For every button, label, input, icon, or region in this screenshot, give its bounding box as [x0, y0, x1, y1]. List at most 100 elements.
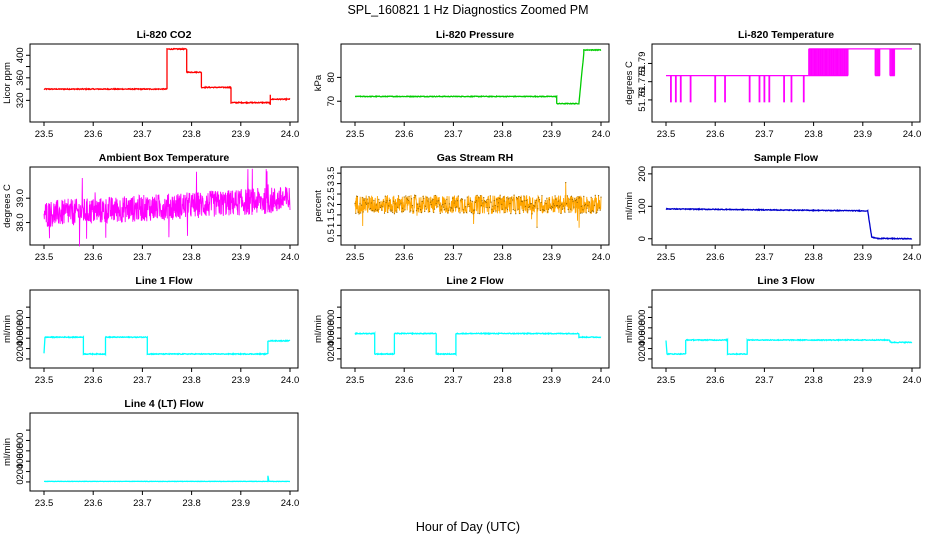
- gas-stream-rh-point: [433, 211, 435, 214]
- sample-flow-y-tick-label: 0: [637, 236, 648, 241]
- gas-stream-rh-point: [408, 195, 410, 197]
- li-820-temperature-frame: [651, 43, 921, 123]
- gas-stream-rh-y-tick-label: 1: [326, 223, 337, 228]
- li-820-temperature-y-axis-label: degrees C: [624, 61, 635, 105]
- gas-stream-rh-point: [407, 199, 409, 202]
- gas-stream-rh-point: [481, 200, 483, 202]
- line-4-lt-flow-x-tick-label: 23.8: [182, 498, 201, 509]
- gas-stream-rh-point: [473, 210, 475, 212]
- line-2-flow-frame: [340, 289, 610, 369]
- gas-stream-rh-point: [511, 199, 514, 201]
- gas-stream-rh-point: [461, 198, 464, 200]
- gas-stream-rh-point: [359, 203, 361, 205]
- gas-stream-rh-point: [412, 210, 414, 212]
- gas-stream-rh-point: [385, 201, 387, 204]
- sample-flow-x-tick-label: 23.5: [657, 252, 676, 263]
- gas-stream-rh-point: [589, 212, 591, 214]
- gas-stream-rh-point: [372, 210, 374, 212]
- gas-stream-rh-point: [538, 197, 540, 199]
- li-820-temperature-title: Li-820 Temperature: [738, 29, 834, 41]
- gas-stream-rh-point: [378, 198, 380, 200]
- gas-stream-rh-point: [510, 213, 512, 215]
- gas-stream-rh-point: [410, 198, 413, 200]
- gas-stream-rh-point: [453, 202, 455, 204]
- gas-stream-rh-point: [421, 200, 423, 203]
- sample-flow-x-tick-label: 23.6: [706, 252, 725, 263]
- gas-stream-rh-point: [381, 209, 383, 211]
- line-2-flow-x-tick-label: 23.5: [346, 375, 365, 386]
- gas-stream-rh-y-tick-label: 2.5: [326, 187, 337, 200]
- gas-stream-rh-point: [476, 194, 478, 196]
- gas-stream-rh-point: [470, 212, 473, 214]
- gas-stream-rh-point: [383, 212, 386, 214]
- line-1-flow-x-tick-label: 23.5: [35, 375, 54, 386]
- gas-stream-rh-point: [424, 210, 426, 213]
- sample-flow-x-tick-label: 23.9: [854, 252, 873, 263]
- gas-stream-rh-point: [458, 207, 460, 209]
- gas-stream-rh-point: [456, 206, 458, 208]
- gas-stream-rh-point: [443, 209, 445, 211]
- line-4-lt-flow-x-tick-label: 23.9: [232, 498, 251, 509]
- gas-stream-rh-x-tick-label: 23.8: [493, 252, 512, 263]
- ambient-box-temperature-y-axis-label: degrees C: [2, 184, 13, 228]
- line-2-flow-y-tick-label: 600: [326, 320, 337, 336]
- gas-stream-rh-point: [401, 207, 404, 209]
- gas-stream-rh-point: [568, 211, 570, 213]
- gas-stream-rh-point: [411, 204, 413, 207]
- li-820-co2-x-tick-label: 23.8: [182, 129, 201, 140]
- gas-stream-rh-point: [394, 203, 396, 205]
- gas-stream-rh-point: [547, 208, 550, 210]
- gas-stream-rh-point: [552, 203, 555, 205]
- gas-stream-rh-point: [492, 210, 495, 212]
- gas-stream-rh-point: [432, 198, 434, 201]
- gas-stream-rh-point: [575, 199, 578, 201]
- gas-stream-rh-point: [497, 206, 499, 208]
- gas-stream-rh-point: [417, 208, 419, 210]
- gas-stream-rh-point: [435, 202, 437, 204]
- gas-stream-rh-point: [500, 198, 502, 200]
- gas-stream-rh-point: [533, 205, 536, 207]
- gas-stream-rh-point: [597, 194, 600, 197]
- li-820-co2-x-tick-label: 23.7: [133, 129, 152, 140]
- gas-stream-rh-point: [433, 208, 436, 210]
- gas-stream-rh-point: [486, 206, 488, 209]
- gas-stream-rh-point: [554, 195, 556, 197]
- gas-stream-rh-point: [380, 205, 382, 207]
- line-3-flow-x-tick-label: 23.6: [706, 375, 725, 386]
- gas-stream-rh-point: [521, 201, 523, 203]
- li-820-pressure-x-tick-label: 23.7: [444, 129, 463, 140]
- line-2-flow-x-tick-label: 23.6: [395, 375, 414, 386]
- gas-stream-rh-point: [555, 198, 557, 200]
- sample-flow-title: Sample Flow: [754, 152, 819, 164]
- line-3-flow-y-tick-label: 400: [637, 330, 648, 346]
- li-820-co2-title: Li-820 CO2: [137, 29, 192, 41]
- gas-stream-rh-point: [515, 213, 517, 215]
- gas-stream-rh-point: [600, 196, 602, 198]
- gas-stream-rh-point: [384, 195, 386, 197]
- gas-stream-rh-point: [581, 212, 583, 214]
- gas-stream-rh-point: [484, 200, 486, 203]
- gas-stream-rh-point: [479, 195, 482, 197]
- gas-stream-rh-point: [392, 200, 395, 202]
- sample-flow-x-tick-label: 23.7: [755, 252, 774, 263]
- gas-stream-rh-point: [413, 196, 415, 199]
- gas-stream-rh-point: [594, 194, 596, 196]
- line-4-lt-flow-y-tick-label: 600: [15, 443, 26, 459]
- gas-stream-rh-point: [587, 204, 589, 206]
- line-4-lt-flow-y-tick-label: 0: [15, 479, 26, 484]
- li-820-pressure-x-tick-label: 23.8: [493, 129, 512, 140]
- gas-stream-rh-point: [471, 200, 473, 202]
- gas-stream-rh-point: [502, 196, 505, 198]
- gas-stream-rh-point: [418, 203, 420, 205]
- line-3-flow-series: [665, 337, 913, 356]
- gas-stream-rh-point: [526, 211, 528, 213]
- gas-stream-rh-point: [516, 198, 518, 200]
- line-2-flow-y-tick-label: 800: [326, 310, 337, 326]
- gas-stream-rh-point: [533, 204, 535, 207]
- line-3-flow-x-tick-label: 23.8: [804, 375, 823, 386]
- gas-stream-rh-point: [584, 203, 587, 206]
- gas-stream-rh-point: [416, 203, 418, 205]
- li-820-co2-y-tick-label: 400: [15, 47, 26, 63]
- li-820-temperature-x-tick-label: 24.0: [903, 129, 922, 140]
